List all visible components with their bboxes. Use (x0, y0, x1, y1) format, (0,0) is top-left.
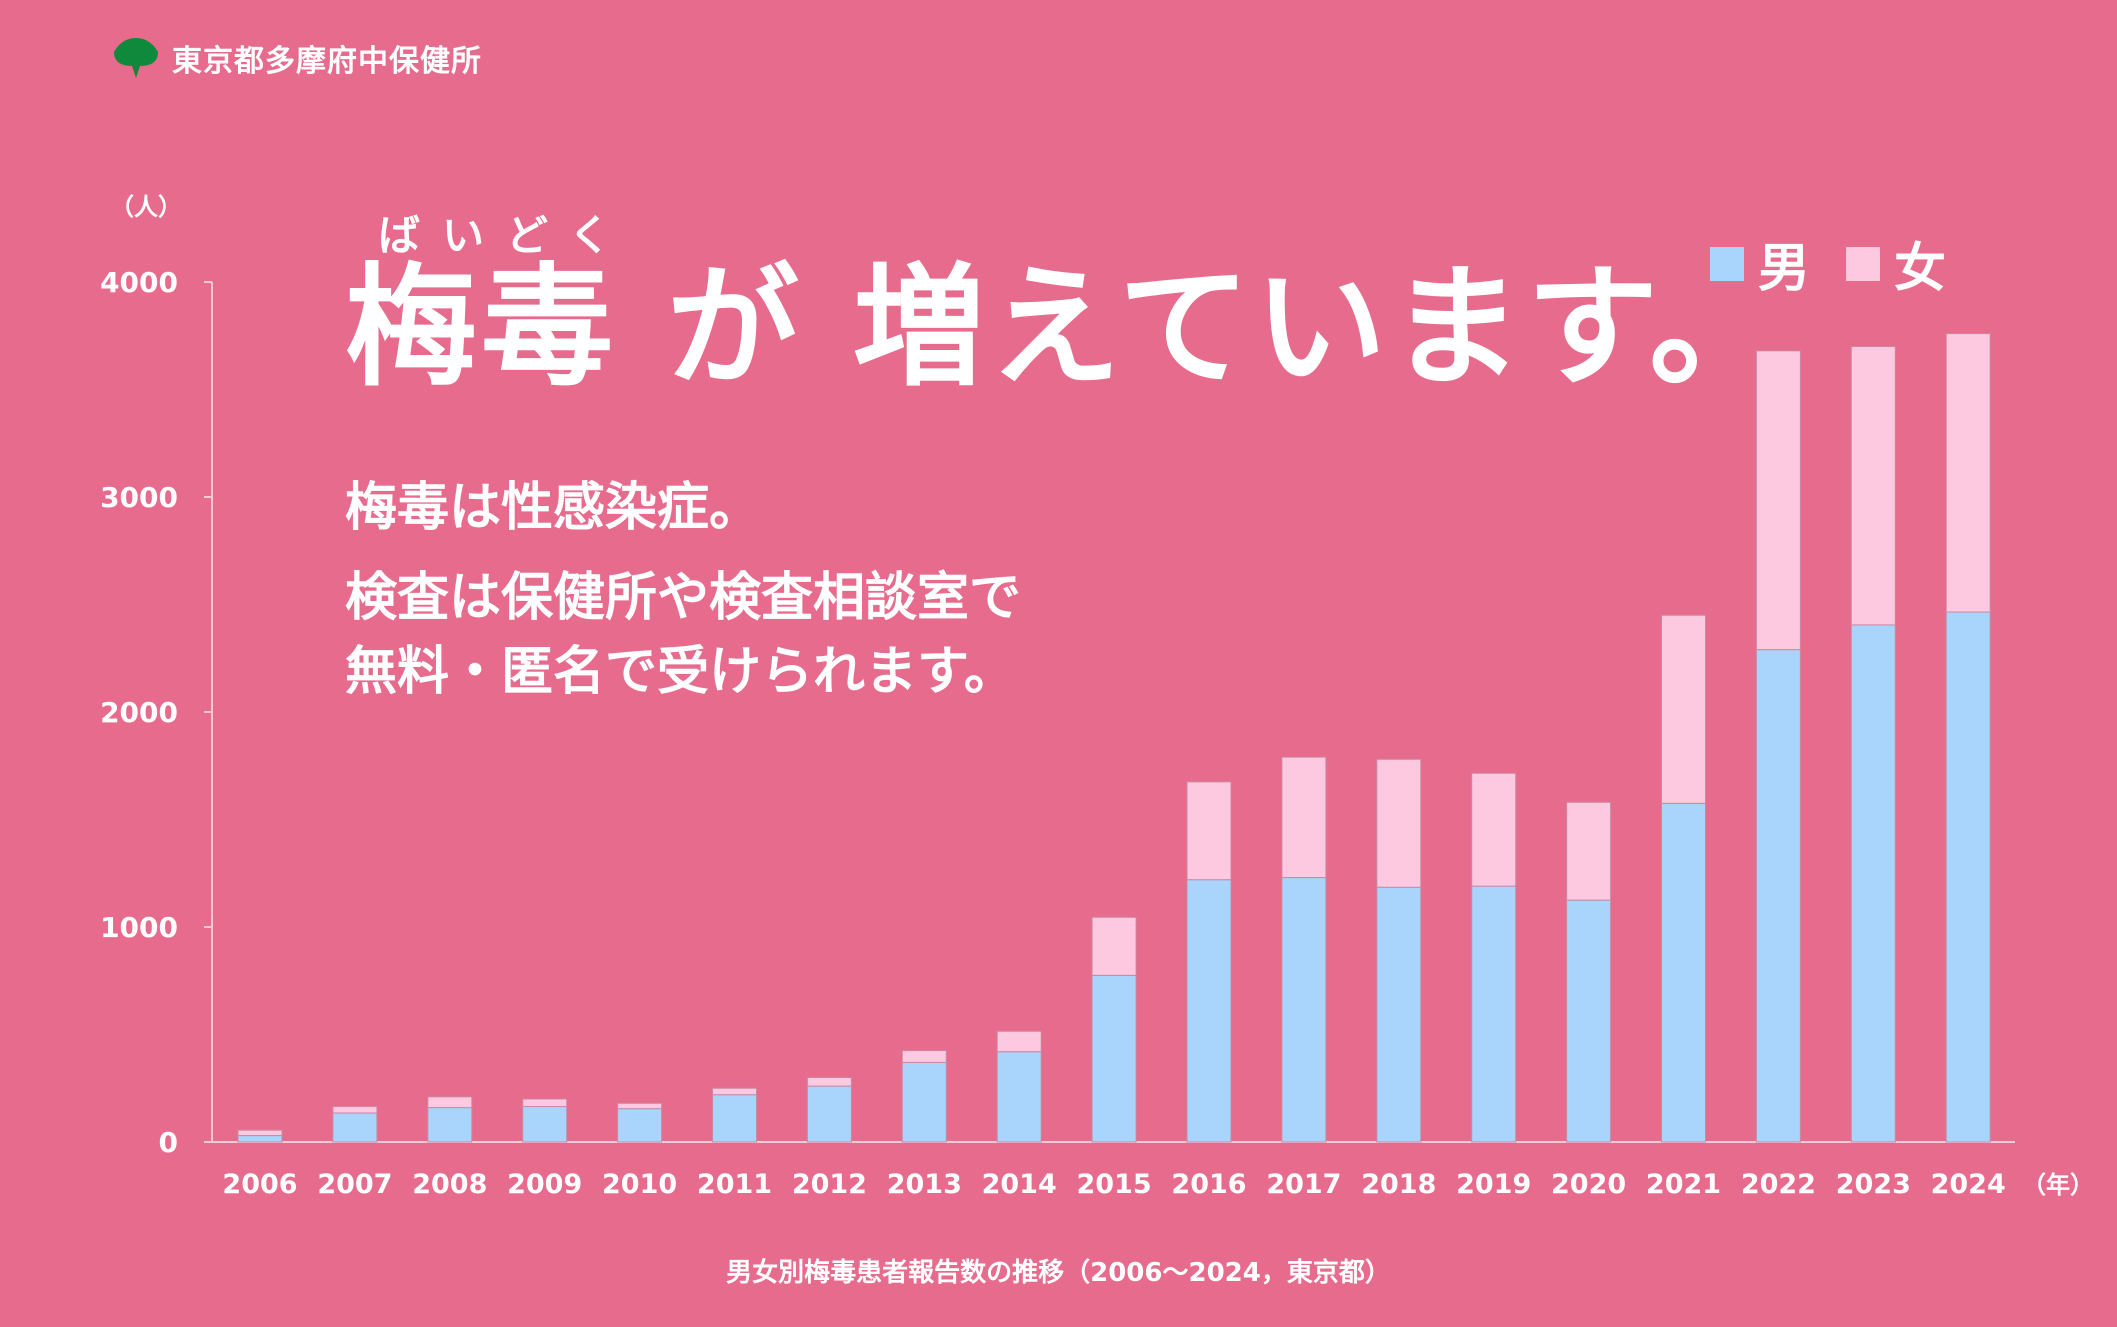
x-tick-label: 2021 (1646, 1169, 1721, 1200)
bar-male (1661, 802, 1706, 1143)
legend-label-male: 男 (1758, 239, 1811, 299)
headline: 梅毒 が 増えています。 (345, 251, 1786, 405)
bar-female (712, 1087, 757, 1096)
bar-female (1186, 781, 1232, 881)
bar-female (237, 1129, 283, 1137)
bar-female (806, 1077, 852, 1087)
x-tick-label: 2022 (1741, 1169, 1816, 1200)
x-tick-label: 2012 (792, 1169, 867, 1200)
headline-ruby: ばいどく (378, 211, 633, 260)
bar-male (1566, 899, 1612, 1143)
legend-swatch-male (1710, 246, 1744, 281)
x-tick-label: 2007 (317, 1169, 392, 1200)
bar-male (332, 1112, 378, 1143)
chart-caption: 男女別梅毒患者報告数の推移（2006～2024，東京都） (726, 1258, 1391, 1288)
bar-male (1471, 885, 1517, 1143)
x-tick-label: 2010 (602, 1169, 677, 1200)
x-tick-label: 2016 (1171, 1169, 1246, 1200)
x-tick-label: 2020 (1551, 1169, 1626, 1200)
bar-male (901, 1061, 947, 1143)
body-line-1: 梅毒は性感染症。 (345, 478, 762, 538)
bar-female (1091, 916, 1137, 976)
bar-female (1755, 350, 1801, 651)
x-tick-label: 2008 (412, 1169, 487, 1200)
x-tick-label: 2018 (1361, 1169, 1436, 1200)
bar-male (1945, 611, 1991, 1143)
bar-male (1186, 879, 1232, 1143)
x-tick-label: 2019 (1456, 1169, 1531, 1200)
bar-male (427, 1107, 473, 1143)
bar-male (806, 1085, 852, 1143)
ginkgo-leaf-icon (114, 38, 158, 78)
bar-male (1376, 886, 1422, 1143)
x-tick-label: 2006 (222, 1169, 297, 1200)
body-line-3: 無料・匿名で受けられます。 (345, 642, 1016, 702)
bar-female (1566, 801, 1612, 901)
bar-male (1091, 974, 1137, 1143)
y-tick-label: 4000 (100, 266, 178, 299)
y-tick-label: 2000 (100, 696, 178, 729)
x-tick-label: 2023 (1836, 1169, 1911, 1200)
bar-female (617, 1102, 663, 1110)
bar-female (1945, 333, 1991, 613)
bar-female (332, 1106, 378, 1114)
chart-tick-labels: 0 1000 2000 3000 4000 （人） 2006 2007 2008 2009 2010… (100, 193, 2094, 1200)
bar-male (1850, 624, 1896, 1143)
chart-bars (237, 333, 1991, 1143)
bar-male (617, 1108, 663, 1143)
bar-female (901, 1050, 947, 1063)
bar-female (996, 1030, 1042, 1053)
x-tick-label: 2024 (1931, 1169, 2006, 1200)
bar-female (427, 1096, 473, 1109)
bar-male (996, 1051, 1042, 1143)
x-tick-label: 2013 (887, 1169, 962, 1200)
y-axis-label: （人） (110, 193, 182, 221)
bar-male (237, 1135, 283, 1143)
bar-male (522, 1106, 568, 1143)
org-header: 東京都多摩府中保健所 (112, 36, 482, 80)
legend-label-female: 女 (1894, 239, 1947, 299)
x-tick-label: 2014 (982, 1169, 1057, 1200)
y-tick-label: 3000 (100, 481, 178, 514)
bar-male (1755, 649, 1801, 1143)
body-line-2: 検査は保健所や検査相談室で (345, 568, 1022, 628)
bar-female (522, 1098, 568, 1108)
x-tick-label: 2011 (697, 1169, 772, 1200)
bar-female (1850, 346, 1896, 626)
x-axis-label: （年） (2022, 1171, 2094, 1199)
bar-female (1661, 614, 1706, 804)
y-tick-label: 0 (159, 1126, 178, 1159)
bar-female (1376, 758, 1422, 888)
org-name: 東京都多摩府中保健所 (172, 44, 482, 79)
bar-female (1471, 772, 1517, 887)
bar-female (1281, 756, 1327, 879)
bar-male (1281, 877, 1327, 1143)
chart-legend: 男 女 (1710, 226, 1968, 301)
x-tick-label: 2009 (507, 1169, 582, 1200)
x-tick-label: 2017 (1266, 1169, 1341, 1200)
x-tick-label: 2015 (1077, 1169, 1152, 1200)
bar-male (712, 1094, 757, 1143)
legend-swatch-female (1846, 246, 1881, 281)
y-tick-label: 1000 (100, 911, 178, 944)
